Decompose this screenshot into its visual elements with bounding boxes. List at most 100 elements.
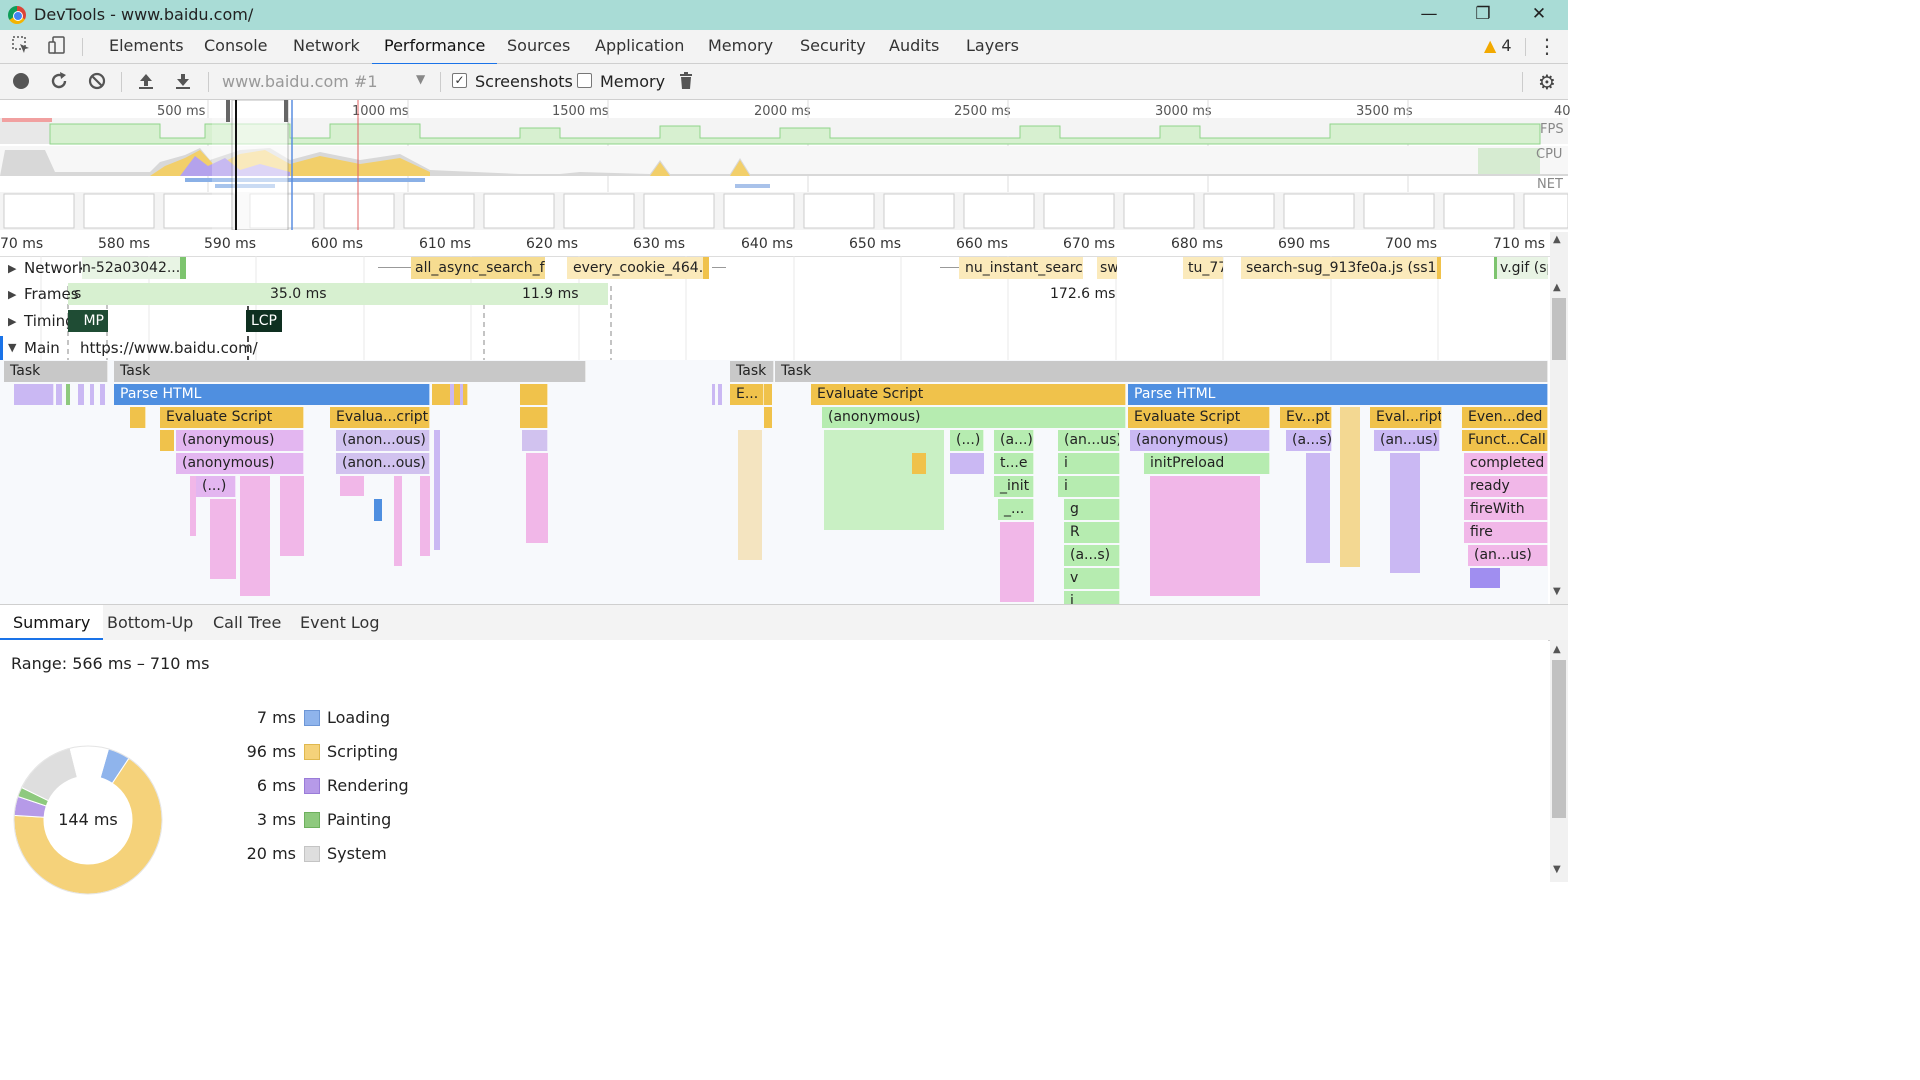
flame-function[interactable]: fire: [1464, 522, 1548, 543]
network-request[interactable]: nu_instant_search: [959, 257, 1083, 279]
flame-function[interactable]: R: [1064, 522, 1120, 543]
flame-task[interactable]: Task: [730, 361, 774, 382]
flame-anonymous[interactable]: (anonymous): [176, 430, 304, 451]
clear-icon[interactable]: [86, 71, 108, 93]
record-icon[interactable]: [10, 71, 32, 93]
flame-function[interactable]: fireWith: [1464, 499, 1548, 520]
scroll-down-icon[interactable]: ▼: [1553, 586, 1561, 597]
tab-security[interactable]: Security: [800, 36, 866, 55]
flame-event[interactable]: [130, 407, 146, 428]
flame-function[interactable]: (an...us): [1058, 430, 1120, 451]
flame-anonymous[interactable]: (anonymous): [176, 453, 304, 474]
flame-function[interactable]: i: [1058, 453, 1120, 474]
minimize-button[interactable]: —: [1420, 4, 1438, 24]
flame-chart[interactable]: Task Task Task Task Parse HTML E... Eval…: [0, 360, 1548, 604]
frame-bar[interactable]: [68, 283, 608, 305]
collapse-triangle-icon[interactable]: ▼: [8, 341, 17, 354]
flame-function[interactable]: i: [1064, 591, 1120, 604]
tab-performance[interactable]: Performance: [372, 30, 498, 65]
flame-anonymous[interactable]: (anonymous): [1130, 430, 1270, 451]
flame-function[interactable]: (...): [196, 476, 236, 497]
tab-summary[interactable]: Summary: [0, 605, 104, 640]
flame-function[interactable]: (a...): [994, 430, 1034, 451]
flame-function[interactable]: completed: [1464, 453, 1548, 474]
flame-function[interactable]: t...e: [994, 453, 1034, 474]
summary-scrollbar[interactable]: ▲ ▼: [1550, 640, 1568, 882]
load-profile-icon[interactable]: [135, 71, 157, 93]
profile-select[interactable]: www.baidu.com #1 ▼: [222, 72, 432, 92]
scrollbar-thumb[interactable]: [1552, 660, 1566, 818]
flame-function[interactable]: (...): [950, 430, 984, 451]
flame-evaluate-script[interactable]: Ev...pt: [1280, 407, 1332, 428]
timings-track[interactable]: ▶ Timings MP LCP: [0, 308, 1548, 336]
expand-triangle-icon[interactable]: ▶: [8, 288, 17, 301]
close-button[interactable]: ✕: [1531, 4, 1547, 24]
inspect-element-icon[interactable]: [10, 35, 32, 57]
flame-function[interactable]: i: [1058, 476, 1120, 497]
flame-evaluate-script[interactable]: Evaluate Script: [811, 384, 1126, 405]
flame-parse-html[interactable]: Parse HTML: [1128, 384, 1548, 405]
flame-function[interactable]: _...: [998, 499, 1034, 520]
tab-audits[interactable]: Audits: [889, 36, 940, 55]
flame-event[interactable]: [522, 430, 548, 451]
flame-task[interactable]: Task: [114, 361, 586, 382]
flame-event[interactable]: [520, 384, 548, 405]
timeline-overview[interactable]: 500 ms 1000 ms 1500 ms 2000 ms 2500 ms 3…: [0, 100, 1571, 230]
tab-event-log[interactable]: Event Log: [300, 613, 380, 632]
main-track-header[interactable]: ▼ Main https://www.baidu.com/: [0, 336, 1548, 360]
flame-anonymous[interactable]: (anon...ous): [336, 453, 430, 474]
flame-anonymous[interactable]: (anonymous): [822, 407, 1126, 428]
flame-function[interactable]: _init: [994, 476, 1034, 497]
network-request[interactable]: all_async_search_f2c: [411, 257, 545, 279]
expand-triangle-icon[interactable]: ▶: [8, 262, 17, 275]
tab-network[interactable]: Network: [293, 36, 360, 55]
flame-function-call[interactable]: Funct...Call: [1462, 430, 1548, 451]
flame-function[interactable]: (an...us): [1374, 430, 1440, 451]
timing-marker-fmp[interactable]: MP: [68, 310, 108, 332]
more-options-icon[interactable]: ⋮: [1537, 34, 1557, 58]
flame-function[interactable]: (a...s): [1064, 545, 1120, 566]
frames-track[interactable]: ▶ Frames s 35.0 ms 11.9 ms 172.6 ms: [0, 282, 1548, 308]
flame-function[interactable]: (an...us): [1468, 545, 1548, 566]
network-track[interactable]: ▶ Network n-52a03042... all_async_search…: [0, 256, 1548, 282]
tab-elements[interactable]: Elements: [109, 36, 184, 55]
flame-parse-html[interactable]: Parse HTML: [114, 384, 430, 405]
trash-icon[interactable]: [675, 71, 697, 93]
reload-record-icon[interactable]: [48, 71, 70, 93]
timing-marker-lcp[interactable]: LCP: [246, 310, 282, 332]
flame-task[interactable]: Task: [775, 361, 1548, 382]
scroll-down-icon[interactable]: ▼: [1553, 864, 1561, 875]
save-profile-icon[interactable]: [172, 71, 194, 93]
expand-triangle-icon[interactable]: ▶: [8, 315, 17, 328]
scrollbar-thumb[interactable]: [1552, 298, 1566, 360]
flame-task[interactable]: Task: [4, 361, 108, 382]
flame-evaluate-script[interactable]: Evaluate Script: [160, 407, 304, 428]
flame-function[interactable]: (a...s): [1286, 430, 1332, 451]
network-request[interactable]: n-52a03042...: [82, 257, 186, 279]
tab-sources[interactable]: Sources: [507, 36, 571, 55]
flame-evaluate-script[interactable]: Evaluate Script: [1128, 407, 1270, 428]
scroll-up-icon[interactable]: ▲: [1553, 234, 1561, 245]
tab-console[interactable]: Console: [204, 36, 268, 55]
tab-memory[interactable]: Memory: [708, 36, 774, 55]
scroll-up-icon[interactable]: ▲: [1553, 282, 1561, 293]
timeline-scrollbar[interactable]: ▲ ▲ ▼: [1550, 232, 1568, 604]
flame-function[interactable]: g: [1064, 499, 1120, 520]
tab-layers[interactable]: Layers: [966, 36, 1019, 55]
flame-evaluate-script[interactable]: E...: [730, 384, 764, 405]
flame-event[interactable]: [520, 407, 548, 428]
gear-icon[interactable]: ⚙: [1538, 70, 1556, 94]
tab-call-tree[interactable]: Call Tree: [213, 613, 282, 632]
network-request[interactable]: tu_77: [1183, 257, 1223, 279]
flame-event-dispatch[interactable]: Even...ded: [1462, 407, 1548, 428]
flame-function[interactable]: initPreload: [1144, 453, 1270, 474]
scroll-up-icon[interactable]: ▲: [1553, 644, 1561, 655]
tab-application[interactable]: Application: [595, 36, 685, 55]
flame-anonymous[interactable]: (anon...ous): [336, 430, 430, 451]
flame-evaluate-script[interactable]: Evalua...cript: [330, 407, 430, 428]
flame-function[interactable]: v: [1064, 568, 1120, 589]
flame-function[interactable]: ready: [1464, 476, 1548, 497]
flame-evaluate-script[interactable]: Eval...ript: [1370, 407, 1442, 428]
network-request[interactable]: v.gif (sp: [1494, 257, 1548, 279]
flame-event[interactable]: [14, 384, 54, 405]
